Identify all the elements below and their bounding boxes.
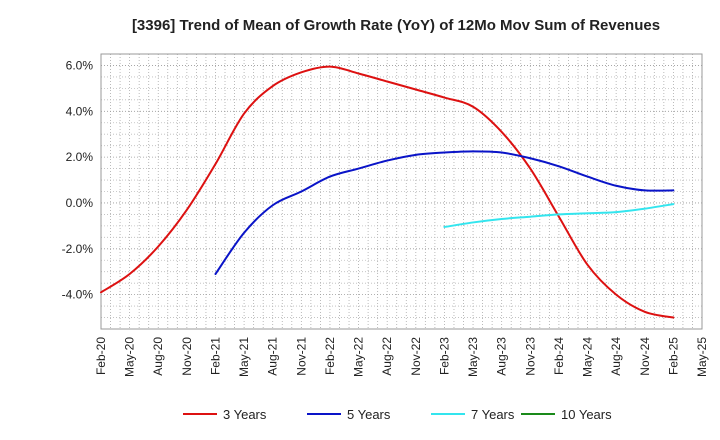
x-tick-label: Feb-20 (94, 337, 108, 375)
x-tick-label: Aug-24 (609, 337, 623, 376)
grid-lines (101, 54, 702, 329)
x-tick-label: Nov-24 (638, 337, 652, 376)
y-axis-ticks: -4.0% -2.0% 0.0% 2.0% 4.0% 6.0% (62, 58, 94, 301)
legend: 3 Years 5 Years 7 Years 10 Years (183, 407, 612, 422)
series-line-3-years (100, 65, 675, 319)
legend-label-5-years: 5 Years (347, 407, 391, 422)
x-tick-label: May-24 (581, 337, 595, 377)
x-tick-label: Nov-20 (180, 337, 194, 376)
x-tick-label: Aug-20 (151, 337, 165, 376)
y-tick-label: -2.0% (62, 242, 94, 256)
series-line-7-years (443, 203, 675, 229)
x-tick-label: Nov-21 (294, 337, 308, 376)
y-tick-label: 0.0% (66, 196, 94, 210)
y-tick-label: -4.0% (62, 288, 94, 302)
x-tick-label: Feb-21 (208, 337, 222, 375)
legend-label-7-years: 7 Years (471, 407, 515, 422)
series-line-5-years (214, 150, 675, 275)
x-tick-label: May-25 (695, 337, 709, 377)
x-tick-label: Feb-23 (437, 337, 451, 375)
x-tick-label: May-23 (466, 337, 480, 377)
x-tick-label: May-21 (237, 337, 251, 377)
x-tick-label: Aug-21 (266, 337, 280, 376)
x-tick-label: Nov-22 (409, 337, 423, 376)
x-tick-label: May-20 (123, 337, 137, 377)
x-tick-label: Aug-22 (380, 337, 394, 376)
x-tick-label: May-22 (352, 337, 366, 377)
chart-title: [3396] Trend of Mean of Growth Rate (YoY… (132, 17, 660, 34)
series-lines (100, 65, 675, 319)
plot-area-frame (100, 53, 703, 330)
x-tick-label: Nov-23 (523, 337, 537, 376)
x-axis-ticks: Feb-20 May-20 Aug-20 Nov-20 Feb-21 May-21 Aug-… (94, 337, 709, 377)
x-tick-label: Aug-23 (495, 337, 509, 376)
x-tick-label: Feb-22 (323, 337, 337, 375)
x-tick-label: Feb-25 (666, 337, 680, 375)
y-tick-label: 2.0% (66, 150, 94, 164)
legend-label-10-years: 10 Years (561, 407, 612, 422)
y-tick-label: 4.0% (66, 104, 94, 118)
legend-label-3-years: 3 Years (223, 407, 267, 422)
y-tick-label: 6.0% (66, 58, 94, 72)
x-tick-label: Feb-24 (552, 337, 566, 375)
